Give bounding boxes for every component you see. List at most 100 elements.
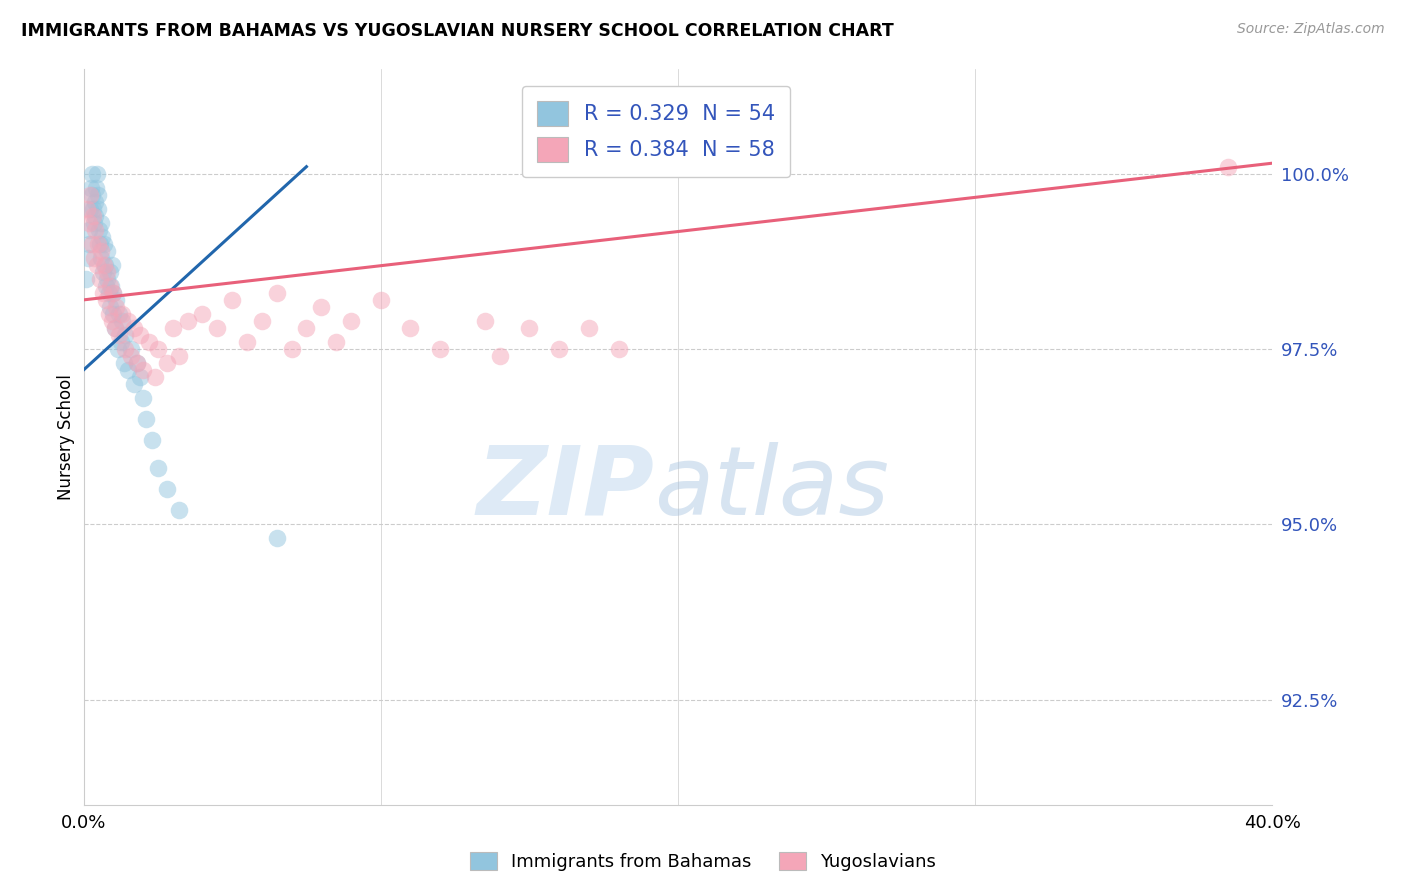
Point — [79, 223, 101, 237]
Point — [280, 342, 302, 356]
Point — [98, 278, 121, 293]
Point — [86, 258, 108, 272]
Point — [84, 223, 107, 237]
Point — [122, 321, 145, 335]
Point — [76, 272, 98, 286]
Legend: Immigrants from Bahamas, Yugoslavians: Immigrants from Bahamas, Yugoslavians — [463, 845, 943, 879]
Point — [578, 321, 600, 335]
Point — [191, 307, 214, 321]
Point — [97, 307, 120, 321]
Point — [120, 342, 142, 356]
Point — [103, 285, 125, 300]
Point — [90, 244, 112, 258]
Point — [132, 363, 155, 377]
Point — [112, 356, 135, 370]
Point — [250, 314, 273, 328]
Point — [87, 202, 110, 216]
Point — [108, 307, 131, 321]
Point — [429, 342, 451, 356]
Point — [607, 342, 630, 356]
Point — [76, 202, 98, 216]
Point — [98, 265, 121, 279]
Point — [111, 307, 134, 321]
Text: Source: ZipAtlas.com: Source: ZipAtlas.com — [1237, 22, 1385, 37]
Point — [207, 321, 229, 335]
Point — [90, 251, 112, 265]
Point — [122, 377, 145, 392]
Point — [519, 321, 541, 335]
Point — [87, 223, 110, 237]
Point — [125, 356, 148, 370]
Point — [84, 209, 107, 223]
Point — [340, 314, 363, 328]
Point — [80, 236, 103, 251]
Point — [93, 258, 115, 272]
Point — [104, 321, 127, 335]
Point — [89, 272, 111, 286]
Point — [399, 321, 422, 335]
Point — [156, 482, 179, 496]
Point — [84, 180, 107, 194]
Point — [146, 342, 169, 356]
Point — [79, 187, 101, 202]
Point — [91, 285, 114, 300]
Point — [162, 321, 184, 335]
Point — [87, 236, 110, 251]
Point — [105, 293, 128, 307]
Point — [80, 167, 103, 181]
Point — [83, 251, 105, 265]
Point — [221, 293, 243, 307]
Point — [100, 278, 122, 293]
Text: IMMIGRANTS FROM BAHAMAS VS YUGOSLAVIAN NURSERY SCHOOL CORRELATION CHART: IMMIGRANTS FROM BAHAMAS VS YUGOSLAVIAN N… — [21, 22, 894, 40]
Point — [77, 251, 100, 265]
Point — [103, 307, 125, 321]
Point — [96, 265, 118, 279]
Point — [141, 433, 163, 447]
Point — [488, 349, 510, 363]
Point — [146, 461, 169, 475]
Point — [132, 391, 155, 405]
Point — [143, 370, 166, 384]
Point — [156, 356, 179, 370]
Point — [103, 285, 125, 300]
Point — [87, 187, 110, 202]
Point — [129, 327, 152, 342]
Point — [370, 293, 392, 307]
Text: ZIP: ZIP — [477, 442, 654, 534]
Point — [94, 258, 117, 272]
Point — [105, 300, 128, 314]
Point — [107, 342, 129, 356]
Point — [80, 180, 103, 194]
Point — [89, 236, 111, 251]
Point — [90, 216, 112, 230]
Point — [77, 216, 100, 230]
Point — [548, 342, 571, 356]
Point — [96, 272, 118, 286]
Point — [97, 285, 120, 300]
Point — [120, 349, 142, 363]
Point — [311, 300, 333, 314]
Y-axis label: Nursery School: Nursery School — [58, 374, 75, 500]
Point — [110, 334, 132, 349]
Point — [83, 194, 105, 209]
Point — [111, 314, 134, 328]
Legend: R = 0.329  N = 54, R = 0.384  N = 58: R = 0.329 N = 54, R = 0.384 N = 58 — [522, 87, 790, 177]
Point — [266, 285, 288, 300]
Point — [94, 293, 117, 307]
Point — [86, 167, 108, 181]
Point — [266, 531, 288, 545]
Text: atlas: atlas — [654, 442, 889, 534]
Point — [100, 258, 122, 272]
Point — [94, 278, 117, 293]
Point — [98, 300, 121, 314]
Point — [79, 202, 101, 216]
Point — [1216, 160, 1239, 174]
Point — [117, 363, 139, 377]
Point — [91, 265, 114, 279]
Point — [100, 314, 122, 328]
Point — [83, 216, 105, 230]
Point — [135, 412, 157, 426]
Point — [325, 334, 347, 349]
Point — [167, 503, 190, 517]
Point — [295, 321, 318, 335]
